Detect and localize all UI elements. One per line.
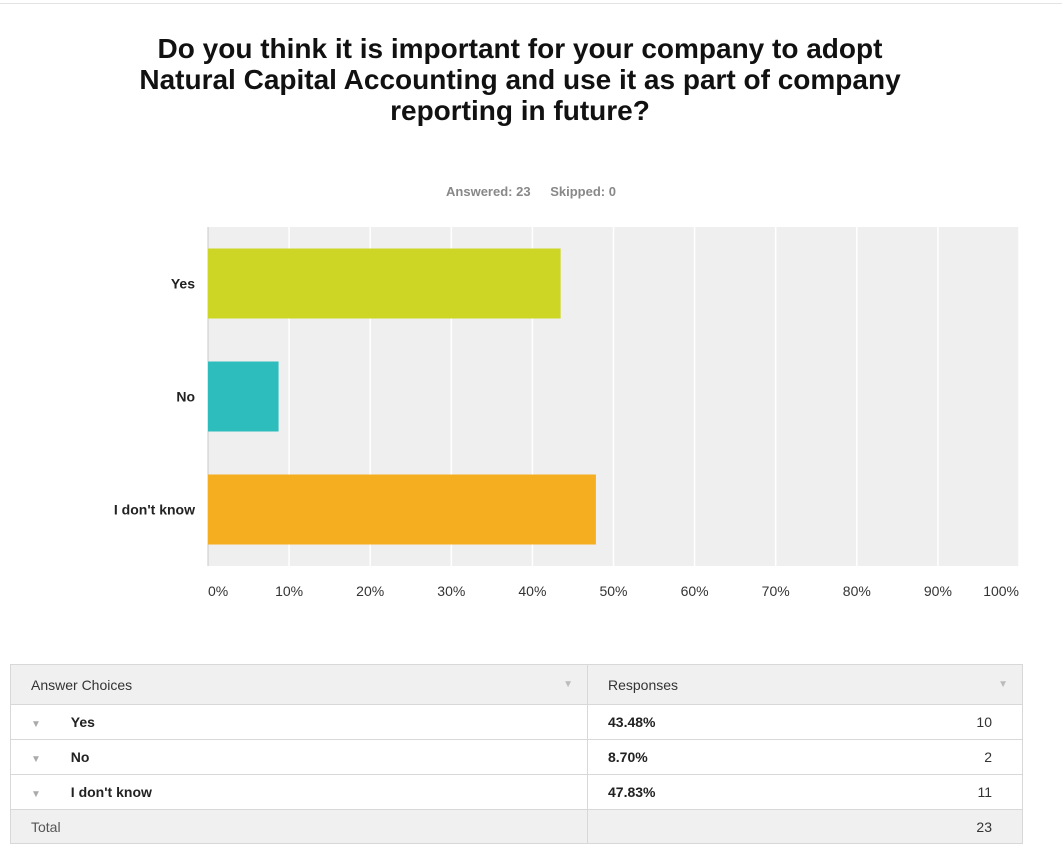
table-row: ▼ Yes 43.48% 10 xyxy=(10,704,1023,740)
bar-i-don-t-know xyxy=(208,474,596,545)
x-tick-label: 30% xyxy=(437,583,465,599)
chart-title: Do you think it is important for your co… xyxy=(139,33,901,126)
x-tick-label: 70% xyxy=(762,583,790,599)
expand-caret-icon[interactable]: ▼ xyxy=(31,789,41,800)
sort-caret-icon[interactable]: ▼ xyxy=(563,679,573,690)
top-divider xyxy=(0,3,1062,4)
choice-cell: ▼ I don't know xyxy=(10,774,588,810)
answered-count: Answered: 23 xyxy=(446,184,531,199)
x-tick-label: 0% xyxy=(208,583,228,599)
response-cell: 43.48% 10 xyxy=(587,704,1023,740)
response-percent: 47.83% xyxy=(608,784,656,800)
table-row: ▼ I don't know 47.83% 11 xyxy=(10,774,1023,810)
response-count: 2 xyxy=(984,749,992,765)
x-tick-label: 50% xyxy=(599,583,627,599)
category-label: Yes xyxy=(171,276,195,292)
total-label-cell: Total xyxy=(10,809,588,844)
category-label: I don't know xyxy=(114,502,195,518)
category-label: No xyxy=(176,389,195,405)
response-percent: 43.48% xyxy=(608,714,656,730)
responses-header-label: Responses xyxy=(608,676,679,693)
bar-yes xyxy=(208,248,561,319)
sort-caret-icon[interactable]: ▼ xyxy=(998,679,1008,690)
bar-chart: Yes No I don't know 0% 10% 20% 30% 40% 50% 60% 70%… xyxy=(114,227,1020,599)
x-tick-label: 10% xyxy=(275,583,303,599)
choice-label: No xyxy=(70,749,90,765)
choice-label: Yes xyxy=(70,714,95,730)
total-row: Total 23 xyxy=(10,809,1023,844)
skipped-count: Skipped: 0 xyxy=(550,184,616,199)
answer-choices-header-label: Answer Choices xyxy=(31,676,133,693)
response-percent: 8.70% xyxy=(608,749,648,765)
response-cell: 47.83% 11 xyxy=(587,774,1023,810)
response-summary: Answered: 23 Skipped: 0 xyxy=(0,184,1062,199)
expand-caret-icon[interactable]: ▼ xyxy=(31,719,41,730)
choice-label: I don't know xyxy=(70,784,152,800)
table-row: ▼ No 8.70% 2 xyxy=(10,739,1023,775)
x-tick-label: 100% xyxy=(983,583,1019,599)
responses-header[interactable]: Responses ▼ xyxy=(587,664,1023,705)
choice-cell: ▼ Yes xyxy=(10,704,588,740)
choice-cell: ▼ No xyxy=(10,739,588,775)
total-count: 23 xyxy=(976,818,992,835)
x-tick-label: 40% xyxy=(518,583,546,599)
answer-choices-header[interactable]: Answer Choices ▼ xyxy=(10,664,588,705)
responses-table: Answer Choices ▼ Responses ▼ ▼ Yes 43.48… xyxy=(10,664,1023,844)
expand-caret-icon[interactable]: ▼ xyxy=(31,754,41,765)
total-label: Total xyxy=(31,818,61,835)
response-count: 10 xyxy=(976,714,992,730)
table-header-row: Answer Choices ▼ Responses ▼ xyxy=(10,664,1023,705)
x-tick-label: 80% xyxy=(843,583,871,599)
total-count-cell: 23 xyxy=(587,809,1023,844)
response-cell: 8.70% 2 xyxy=(587,739,1023,775)
x-tick-label: 60% xyxy=(681,583,709,599)
x-tick-label: 90% xyxy=(924,583,952,599)
x-tick-label: 20% xyxy=(356,583,384,599)
bar-no xyxy=(208,361,279,432)
response-count: 11 xyxy=(977,784,992,800)
